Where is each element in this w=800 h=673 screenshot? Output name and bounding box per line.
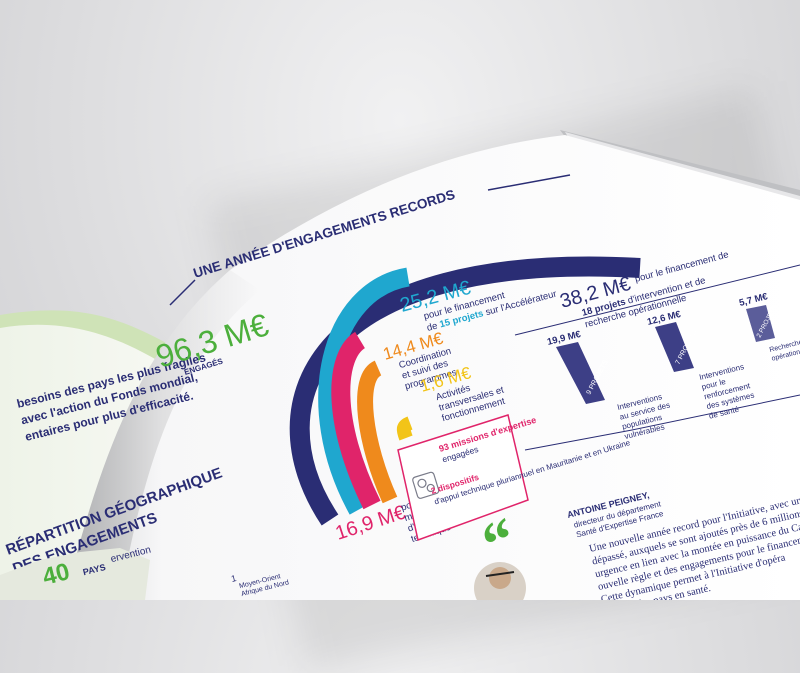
avatar-glasses — [485, 571, 515, 577]
expertise-box — [397, 414, 529, 541]
arc-accelerateur — [318, 267, 411, 515]
open-brochure: besoins des pays les plus fragiles avec … — [0, 130, 800, 600]
right-page — [75, 135, 800, 600]
arc-coordination — [357, 360, 398, 504]
region-number: 1 — [230, 573, 237, 584]
bar-systemes — [655, 322, 694, 372]
bar-recherche — [746, 305, 775, 342]
photo-scene: besoins des pays les plus fragiles avec … — [0, 87, 800, 673]
bar-populations — [556, 342, 605, 404]
title-rule — [169, 279, 196, 306]
world-map-fragment — [0, 548, 150, 600]
title-rule-right — [487, 174, 571, 191]
spine-shadow — [75, 270, 260, 600]
avatar-face — [489, 567, 511, 589]
brochure-svg: besoins des pays les plus fragiles avec … — [0, 130, 800, 600]
map-stat-value: 40 — [40, 558, 72, 591]
bar-desc-1: Interventions au service des populations… — [616, 392, 671, 441]
research-bars — [556, 305, 775, 404]
research-frame — [514, 264, 800, 451]
left-page-green-band — [0, 310, 170, 362]
arc-activites — [396, 416, 413, 441]
gear-icon — [412, 471, 440, 499]
arc-assistance-technique — [331, 331, 381, 510]
